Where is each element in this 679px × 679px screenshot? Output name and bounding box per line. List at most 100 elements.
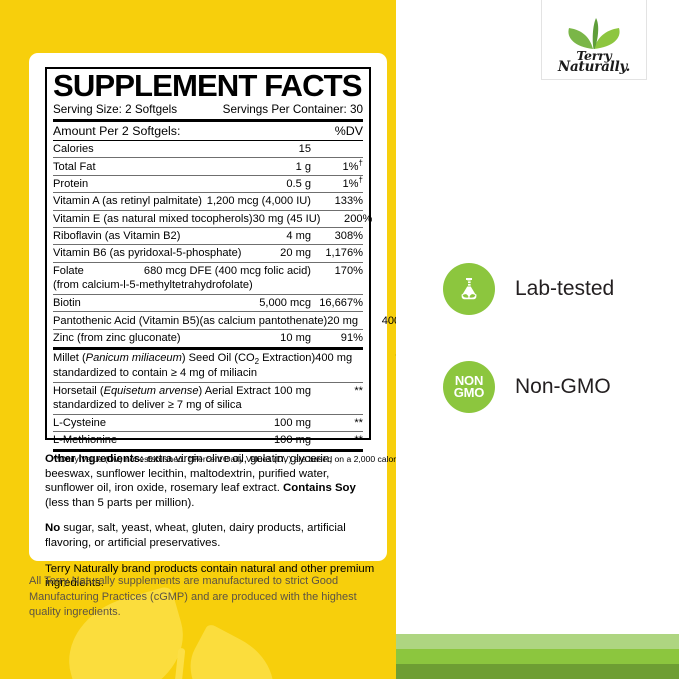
herbal-subline: standardized to deliver ≥ 7 mg of silica [53, 398, 242, 411]
herbal-name: L-Cysteine [53, 417, 107, 430]
supplement-facts-card: SUPPLEMENT FACTS Serving Size: 2 Softgel… [29, 53, 396, 589]
nutrient-daily-value: 1%† [342, 157, 364, 173]
nutrient-rows-container: Calories 15 Total Fat 1 g 1%† Protein 0.5 g 1%†… [53, 141, 396, 346]
divider-thick-top [53, 119, 363, 122]
herbal-amount: 400 mg [315, 352, 353, 365]
herbal-daily-value: ** [352, 351, 397, 365]
logo-line1: Terry [576, 48, 612, 63]
other-ingredients-label: Other Ingredients: [45, 453, 144, 465]
herbal-rows-container: Millet (Panicum miliaceum) Seed Oil (CO2… [53, 350, 396, 449]
herbal-daily-value: ** [354, 384, 363, 397]
nutrient-row: Riboflavin (as Vitamin B2) 4 mg 308% [53, 228, 363, 244]
logo-wordmark: Terry Naturally. [557, 48, 631, 75]
nutrient-amount: 1,200 mcg (4,000 IU) [206, 195, 311, 208]
herbal-amount: 100 mg [273, 417, 311, 430]
nutrient-amount: 20 mg [280, 247, 311, 260]
free-from-paragraph: No sugar, salt, yeast, wheat, gluten, da… [45, 521, 379, 550]
row-divider [53, 261, 363, 263]
serving-size-text: Serving Size: 2 Softgels [53, 103, 178, 116]
row-divider [53, 209, 363, 211]
non-gmo-label: Non-GMO [515, 375, 611, 398]
nutrient-row: Calories 15 [53, 141, 363, 157]
nutrient-daily-value: 200% [344, 212, 373, 225]
row-divider [53, 311, 363, 313]
nutrient-row: Zinc (from zinc gluconate) 10 mg 91% [53, 330, 363, 346]
row-divider [53, 226, 363, 228]
herbal-amount: 100 mg [273, 384, 311, 397]
nutrient-daily-value: 16,667% [319, 297, 363, 310]
nutrient-amount: 20 mg [327, 314, 359, 327]
no-text: sugar, salt, yeast, wheat, gluten, dairy… [45, 522, 346, 549]
amount-per-serving-row: Amount Per 2 Softgels: %DV [53, 122, 363, 140]
nutrient-name: Zinc (from zinc gluconate) [53, 331, 181, 344]
non-gmo-icon: NON GMO [453, 374, 485, 400]
botanical-name: Panicum miliaceum [85, 352, 182, 365]
stripe-medium [396, 649, 679, 664]
nutrient-daily-value: 308% [334, 230, 363, 243]
non-gmo-icon-circle: NON GMO [443, 361, 495, 413]
servings-per-container-text: Servings Per Container: 30 [222, 103, 363, 116]
flask-leaves-icon: E [461, 278, 477, 300]
nutrient-daily-value: 400% [381, 314, 396, 327]
nutrient-name: Protein [53, 177, 89, 190]
nutrient-amount: 1 g [295, 160, 311, 173]
nutrient-row: Folate 680 mcg DFE (400 mcg folic acid) 17… [53, 263, 363, 279]
nutrient-subline: (from calcium-l-5-methyltetrahydrofolate… [53, 279, 253, 291]
daily-value-header: %DV [334, 124, 363, 138]
nutrient-name: Vitamin A (as retinyl palmitate) [53, 195, 203, 208]
bottom-green-stripes [396, 634, 679, 679]
nutrient-name: Folate [53, 264, 84, 277]
nutrient-name: Riboflavin (as Vitamin B2) [53, 230, 181, 243]
nutrient-name: Vitamin B6 (as pyridoxal-5-phosphate) [53, 247, 242, 260]
amount-per-serving-label: Amount Per 2 Softgels: [53, 124, 181, 138]
herbal-daily-value: ** [354, 417, 363, 430]
brand-statement-paragraph: Terry Naturally brand products contain n… [45, 562, 375, 590]
row-divider [53, 244, 363, 246]
nutrient-row: Protein 0.5 g 1%† [53, 176, 363, 192]
nutrient-name: Calories [53, 143, 94, 156]
daily-value-footnote: **Daily Value (DV) not established. †Per… [53, 454, 396, 465]
nutrient-row: Vitamin B6 (as pyridoxal-5-phosphate) 20 … [53, 245, 363, 261]
lab-tested-icon-circle: E [443, 263, 495, 315]
divider-above-herbs [53, 347, 363, 351]
herbal-amount: 100 mg [273, 434, 311, 447]
row-divider [53, 381, 363, 383]
nutrient-daily-value: 1%† [342, 175, 364, 190]
nutrient-amount: 5,000 mcg [259, 297, 311, 310]
divider-below-header [53, 140, 363, 141]
dagger-symbol: † [358, 175, 363, 185]
row-divider [53, 294, 363, 295]
leaf-watermark-right [174, 622, 290, 679]
herbal-name: L-Methionine [53, 434, 118, 447]
stripe-light [396, 634, 679, 649]
badge-lab-tested: E Lab-tested [443, 263, 614, 315]
botanical-name: Equisetum arvense [103, 384, 199, 397]
row-divider [53, 192, 363, 194]
logo-line2: Naturally. [557, 59, 631, 75]
yellow-background-panel: SUPPLEMENT FACTS Serving Size: 2 Softgel… [0, 0, 396, 679]
row-divider [53, 413, 363, 415]
nutrient-daily-value: 1,176% [325, 247, 363, 260]
dagger-symbol: † [358, 157, 363, 167]
row-divider [53, 431, 363, 433]
no-label: No [45, 522, 61, 535]
nutrient-amount: 30 mg (45 IU) [252, 212, 321, 225]
contains-soy-text: (less than 5 parts per million). [45, 496, 195, 509]
supplement-facts-box: SUPPLEMENT FACTS Serving Size: 2 Softgel… [45, 67, 396, 464]
row-divider [53, 157, 363, 159]
serving-info-row: Serving Size: 2 Softgels Servings Per Co… [53, 102, 363, 118]
herbal-row: Millet (Panicum miliaceum) Seed Oil (CO2… [53, 350, 396, 367]
leaf-watermark-stem [173, 647, 186, 679]
herbal-row: L-Methionine 100 mg ** [53, 432, 363, 448]
subscript-2: 2 [254, 357, 260, 367]
row-divider [53, 328, 363, 330]
non-gmo-line2: GMO [453, 385, 485, 400]
contains-soy-label: Contains Soy [283, 482, 356, 495]
nutrient-name: Vitamin E (as natural mixed tocopherols) [53, 212, 253, 225]
svg-text:E: E [466, 278, 472, 288]
cgmp-disclaimer: All Terry Naturally supplements are manu… [29, 575, 357, 618]
nutrient-amount: 15 [298, 143, 311, 156]
nutrient-row: Biotin 5,000 mcg 16,667% [53, 295, 363, 311]
supplement-facts-title: SUPPLEMENT FACTS [53, 69, 362, 103]
